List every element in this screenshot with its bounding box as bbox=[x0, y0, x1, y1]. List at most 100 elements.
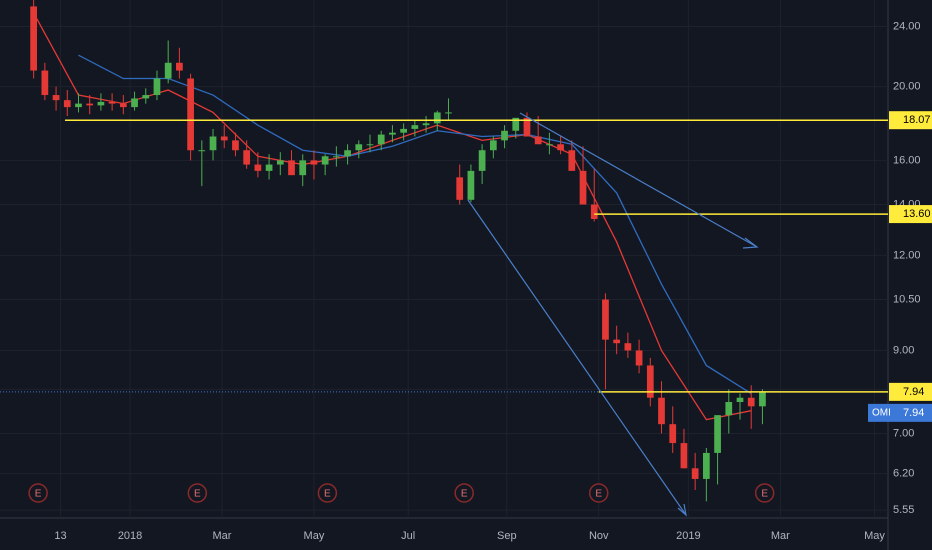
trend-arrow bbox=[519, 112, 758, 248]
candle-body bbox=[86, 103, 94, 106]
candle-body bbox=[198, 150, 206, 152]
candle-body bbox=[187, 78, 194, 151]
arrow-head bbox=[677, 503, 687, 517]
x-tick-label: Nov bbox=[589, 530, 609, 542]
candle-body bbox=[613, 339, 621, 344]
candle-body bbox=[646, 365, 654, 398]
candle-body bbox=[209, 136, 217, 151]
x-tick-label: May bbox=[864, 530, 885, 542]
candle-body bbox=[759, 391, 766, 407]
candle-body bbox=[321, 156, 329, 165]
level-label-box bbox=[889, 382, 932, 401]
candle-body bbox=[344, 150, 351, 157]
candle-body bbox=[176, 62, 183, 71]
candle-body bbox=[478, 150, 486, 171]
candle-body bbox=[579, 170, 587, 205]
candle-body bbox=[153, 78, 161, 96]
candle-body bbox=[635, 350, 643, 366]
last-price-label: 7.94 bbox=[903, 407, 924, 419]
candle-body bbox=[119, 103, 127, 108]
x-tick-label: Jul bbox=[401, 530, 415, 542]
event-marker bbox=[454, 483, 474, 503]
event-label: E bbox=[595, 489, 602, 500]
candle-body bbox=[523, 117, 531, 137]
candle-body bbox=[333, 156, 340, 158]
x-tick-label: Sep bbox=[497, 530, 517, 542]
candle-body bbox=[467, 170, 475, 200]
candle-body bbox=[75, 103, 82, 108]
candle-body bbox=[63, 100, 71, 108]
candle-body bbox=[703, 452, 710, 479]
candle-body bbox=[243, 150, 251, 165]
candle-body bbox=[658, 397, 665, 425]
x-tick-label: 2018 bbox=[118, 530, 142, 542]
candle-body bbox=[602, 299, 609, 340]
candle-body bbox=[691, 468, 699, 479]
candle-body bbox=[220, 136, 228, 141]
candle-body bbox=[669, 424, 677, 444]
y-tick-label: 16.00 bbox=[893, 154, 921, 166]
candle-body bbox=[534, 136, 542, 145]
event-label: E bbox=[35, 489, 42, 500]
candle-body bbox=[97, 101, 105, 106]
x-tick-label: May bbox=[304, 530, 325, 542]
candle-body bbox=[624, 343, 632, 351]
candle-body bbox=[557, 144, 564, 151]
x-tick-label: Mar bbox=[213, 530, 232, 542]
candle-body bbox=[456, 177, 464, 200]
candle-body bbox=[288, 160, 295, 176]
candle-body bbox=[164, 62, 172, 79]
candle-body bbox=[422, 123, 430, 126]
candle-body bbox=[142, 95, 150, 99]
candle-body bbox=[41, 70, 49, 96]
y-tick-label: 7.00 bbox=[893, 427, 914, 439]
candle-body bbox=[52, 95, 60, 101]
candle-body bbox=[512, 117, 520, 131]
x-tick-label: 13 bbox=[54, 530, 66, 542]
candle-body bbox=[299, 160, 307, 176]
candle-body bbox=[377, 134, 385, 145]
candle-body bbox=[747, 397, 755, 407]
candle-body bbox=[389, 132, 396, 135]
candle-body bbox=[30, 6, 37, 71]
candle-body bbox=[265, 164, 273, 171]
event-label: E bbox=[324, 489, 331, 500]
y-tick-label: 6.20 bbox=[893, 467, 914, 479]
candle-body bbox=[355, 144, 363, 151]
level-label-box bbox=[889, 111, 932, 130]
y-tick-label: 5.55 bbox=[893, 504, 914, 516]
event-label: E bbox=[194, 489, 201, 500]
candle-body bbox=[445, 112, 452, 114]
event-marker bbox=[588, 483, 609, 503]
candle-body bbox=[276, 160, 284, 165]
y-tick-label: 12.00 bbox=[893, 249, 921, 261]
x-tick-label: 2019 bbox=[676, 530, 700, 542]
event-marker bbox=[754, 483, 775, 503]
level-label: 7.94 bbox=[903, 386, 924, 398]
event-marker bbox=[317, 483, 338, 503]
y-tick-label: 24.00 bbox=[893, 20, 921, 32]
candle-body bbox=[232, 140, 239, 151]
arrow-head bbox=[742, 237, 759, 249]
level-label: 13.60 bbox=[903, 208, 931, 220]
event-label: E bbox=[761, 489, 768, 500]
event-label: E bbox=[461, 489, 468, 500]
candle-body bbox=[501, 130, 508, 141]
candle-body bbox=[310, 160, 318, 165]
candle-body bbox=[108, 101, 116, 104]
candle-body bbox=[489, 140, 497, 151]
symbol-tag-box bbox=[868, 403, 932, 422]
level-label-box bbox=[889, 205, 932, 224]
candle-body bbox=[433, 112, 441, 124]
event-marker bbox=[187, 483, 208, 503]
candle-body bbox=[254, 164, 262, 171]
candle-body bbox=[568, 150, 576, 171]
axis: 5.556.207.008.009.0010.5012.0014.0016.00… bbox=[54, 20, 932, 542]
symbol-tag: OMI bbox=[872, 408, 891, 419]
candle-body bbox=[736, 397, 744, 403]
candle-body bbox=[590, 204, 598, 219]
level-label: 18.07 bbox=[903, 114, 931, 126]
